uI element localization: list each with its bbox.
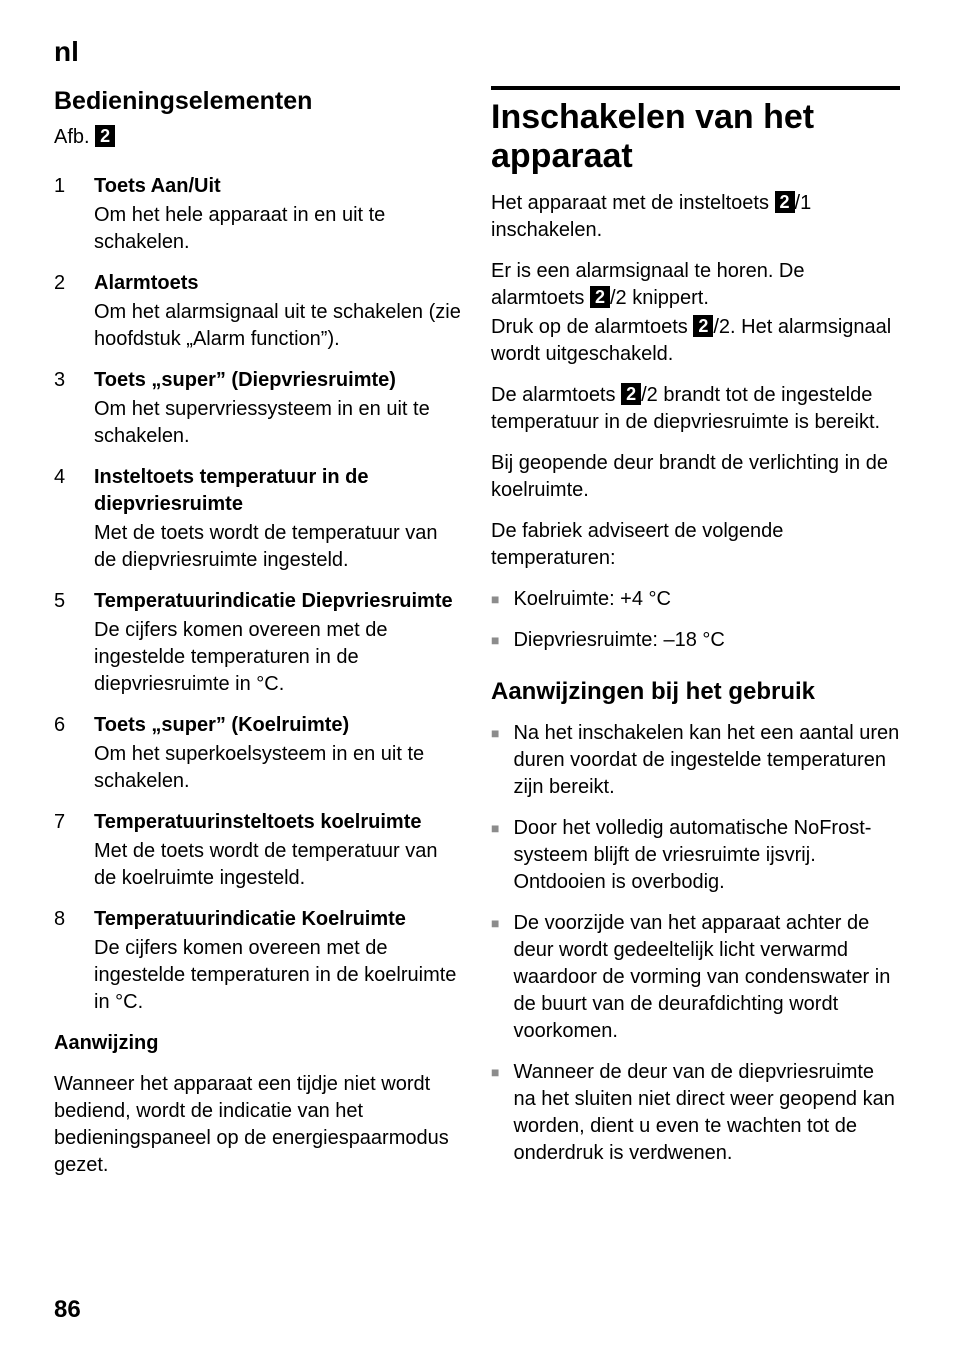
ref-badge: 2 [693, 315, 713, 337]
list-text: Diepvriesruimte: –18 °C [513, 627, 724, 654]
text-span: De alarmtoets [491, 384, 621, 406]
item-title: Temperatuurinsteltoets koelruimte [94, 809, 463, 836]
item-text: De cijfers komen overeen met de ingestel… [94, 617, 463, 698]
item-number: 2 [54, 270, 70, 353]
list-item: Door het volledig automatische NoFrost-s… [491, 815, 900, 896]
ref-badge: 2 [590, 286, 610, 308]
item-body: Temperatuurindicatie Diepvriesruimte De … [94, 588, 463, 698]
figure-prefix: Afb. [54, 126, 95, 148]
item-number: 5 [54, 588, 70, 698]
language-tag: nl [54, 36, 900, 68]
item-body: Insteltoets temperatuur in de diepvriesr… [94, 464, 463, 574]
list-item: De voorzijde van het apparaat achter de … [491, 910, 900, 1045]
item-body: Temperatuurinsteltoets koelruimte Met de… [94, 809, 463, 892]
list-item: 5 Temperatuurindicatie Diepvriesruimte D… [54, 588, 463, 698]
list-item: 4 Insteltoets temperatuur in de diepvrie… [54, 464, 463, 574]
text-span: /2 knippert. [610, 287, 709, 309]
list-item: 6 Toets „super” (Koelruimte) Om het supe… [54, 712, 463, 795]
item-body: Toets „super” (Diepvriesruimte) Om het s… [94, 367, 463, 450]
item-text: Om het supervriessysteem in en uit te sc… [94, 396, 463, 450]
list-text: Door het volledig automatische NoFrost-s… [513, 815, 900, 896]
paragraph: Het apparaat met de insteltoets 2/1 insc… [491, 190, 900, 244]
item-body: Alarmtoets Om het alarmsignaal uit te sc… [94, 270, 463, 353]
list-text: Na het inschakelen kan het een aantal ur… [513, 720, 900, 801]
right-column: Inschakelen van het apparaat Het apparaa… [491, 86, 900, 1193]
item-number: 7 [54, 809, 70, 892]
list-item: 3 Toets „super” (Diepvriesruimte) Om het… [54, 367, 463, 450]
list-item: 2 Alarmtoets Om het alarmsignaal uit te … [54, 270, 463, 353]
item-title: Toets „super” (Diepvriesruimte) [94, 367, 463, 394]
item-title: Insteltoets temperatuur in de diepvriesr… [94, 464, 463, 518]
list-item: Diepvriesruimte: –18 °C [491, 627, 900, 654]
paragraph: Druk op de alarmtoets 2/2. Het alarmsign… [491, 314, 900, 368]
list-text: Koelruimte: +4 °C [513, 586, 671, 613]
figure-number-badge: 2 [95, 125, 115, 147]
item-text: Om het alarmsignaal uit te schakelen (zi… [94, 299, 463, 353]
item-body: Toets „super” (Koelruimte) Om het superk… [94, 712, 463, 795]
paragraph: Bij geopende deur brandt de verlichting … [491, 450, 900, 504]
content-columns: Bedieningselementen Afb. 2 1 Toets Aan/U… [54, 86, 900, 1193]
list-text: De voorzijde van het apparaat achter de … [513, 910, 900, 1045]
item-text: Om het hele apparaat in en uit te schake… [94, 202, 463, 256]
item-text: Met de toets wordt de temperatuur van de… [94, 520, 463, 574]
item-text: Om het superkoelsysteem in en uit te sch… [94, 741, 463, 795]
item-number: 6 [54, 712, 70, 795]
left-heading: Bedieningselementen [54, 86, 463, 117]
right-heading: Inschakelen van het apparaat [491, 98, 900, 176]
paragraph: De fabriek adviseert de volgende tempera… [491, 518, 900, 572]
item-body: Toets Aan/Uit Om het hele apparaat in en… [94, 173, 463, 256]
list-item: Wanneer de deur van de diepvriesruimte n… [491, 1059, 900, 1167]
list-item: Na het inschakelen kan het een aantal ur… [491, 720, 900, 801]
paragraph: De alarmtoets 2/2 brandt tot de ingestel… [491, 382, 900, 436]
item-title: Toets „super” (Koelruimte) [94, 712, 463, 739]
control-list: 1 Toets Aan/Uit Om het hele apparaat in … [54, 173, 463, 1016]
list-item: 1 Toets Aan/Uit Om het hele apparaat in … [54, 173, 463, 256]
note-heading: Aanwijzing [54, 1030, 463, 1057]
item-text: Met de toets wordt de temperatuur van de… [94, 838, 463, 892]
text-span: Druk op de alarmtoets [491, 316, 693, 338]
list-item: 8 Temperatuurindicatie Koelruimte De cij… [54, 906, 463, 1016]
item-number: 1 [54, 173, 70, 256]
item-number: 8 [54, 906, 70, 1016]
figure-ref: Afb. 2 [54, 123, 463, 151]
temperature-list: Koelruimte: +4 °C Diepvriesruimte: –18 °… [491, 586, 900, 654]
text-span: Het apparaat met de insteltoets [491, 192, 775, 214]
item-title: Temperatuurindicatie Diepvriesruimte [94, 588, 463, 615]
sub-heading: Aanwijzingen bij het gebruik [491, 678, 900, 706]
section-divider [491, 86, 900, 90]
item-title: Toets Aan/Uit [94, 173, 463, 200]
paragraph: Er is een alarmsignaal te horen. De alar… [491, 258, 900, 312]
note-text: Wanneer het apparaat een tijdje niet wor… [54, 1071, 463, 1179]
ref-badge: 2 [775, 191, 795, 213]
ref-badge: 2 [621, 383, 641, 405]
page-number: 86 [54, 1296, 81, 1324]
item-number: 4 [54, 464, 70, 574]
item-title: Alarmtoets [94, 270, 463, 297]
item-body: Temperatuurindicatie Koelruimte De cijfe… [94, 906, 463, 1016]
item-number: 3 [54, 367, 70, 450]
list-text: Wanneer de deur van de diepvriesruimte n… [513, 1059, 900, 1167]
left-column: Bedieningselementen Afb. 2 1 Toets Aan/U… [54, 86, 463, 1193]
list-item: 7 Temperatuurinsteltoets koelruimte Met … [54, 809, 463, 892]
item-title: Temperatuurindicatie Koelruimte [94, 906, 463, 933]
item-text: De cijfers komen overeen met de ingestel… [94, 935, 463, 1016]
tips-list: Na het inschakelen kan het een aantal ur… [491, 720, 900, 1167]
list-item: Koelruimte: +4 °C [491, 586, 900, 613]
